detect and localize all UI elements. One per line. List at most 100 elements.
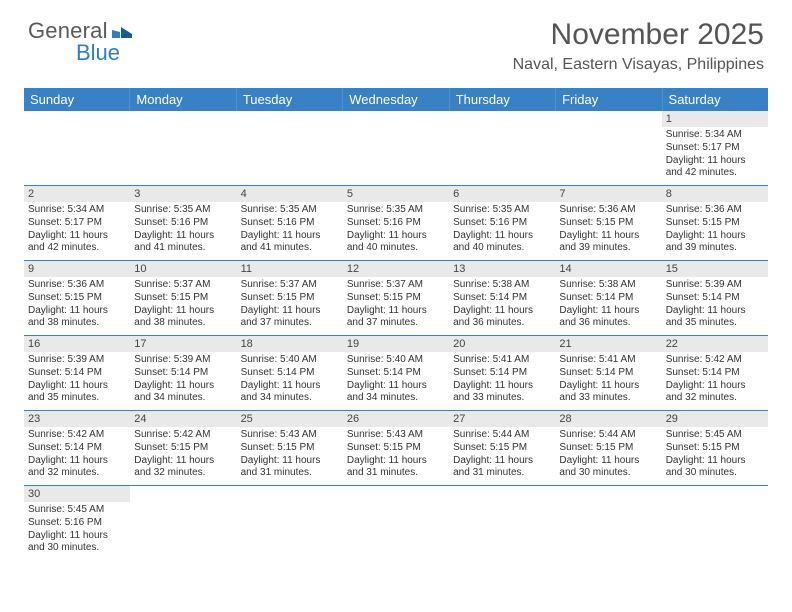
daylight-text: Daylight: 11 hours	[666, 305, 764, 318]
sunset-text: Sunset: 5:14 PM	[453, 367, 551, 380]
day-cell: 30Sunrise: 5:45 AMSunset: 5:16 PMDayligh…	[24, 486, 130, 560]
day-body: Sunrise: 5:39 AMSunset: 5:14 PMDaylight:…	[662, 277, 768, 333]
sunset-text: Sunset: 5:16 PM	[28, 517, 126, 530]
sunrise-text: Sunrise: 5:35 AM	[347, 204, 445, 217]
daylight-text: and 34 minutes.	[241, 392, 339, 405]
weekday-header-row: SundayMondayTuesdayWednesdayThursdayFrid…	[24, 88, 768, 111]
day-cell: 9Sunrise: 5:36 AMSunset: 5:15 PMDaylight…	[24, 261, 130, 335]
day-body: Sunrise: 5:35 AMSunset: 5:16 PMDaylight:…	[449, 202, 555, 258]
daylight-text: and 42 minutes.	[28, 242, 126, 255]
week-row: 30Sunrise: 5:45 AMSunset: 5:16 PMDayligh…	[24, 486, 768, 560]
weekday-header: Sunday	[24, 88, 130, 111]
sunset-text: Sunset: 5:15 PM	[28, 292, 126, 305]
daylight-text: and 35 minutes.	[666, 317, 764, 330]
week-row: 16Sunrise: 5:39 AMSunset: 5:14 PMDayligh…	[24, 336, 768, 411]
daylight-text: and 32 minutes.	[666, 392, 764, 405]
daylight-text: Daylight: 11 hours	[241, 305, 339, 318]
day-cell-empty	[343, 111, 449, 185]
week-row: 9Sunrise: 5:36 AMSunset: 5:15 PMDaylight…	[24, 261, 768, 336]
day-body: Sunrise: 5:45 AMSunset: 5:15 PMDaylight:…	[662, 427, 768, 483]
sunrise-text: Sunrise: 5:40 AM	[347, 354, 445, 367]
sunset-text: Sunset: 5:15 PM	[453, 442, 551, 455]
daylight-text: Daylight: 11 hours	[28, 455, 126, 468]
sunrise-text: Sunrise: 5:44 AM	[559, 429, 657, 442]
sunset-text: Sunset: 5:14 PM	[666, 292, 764, 305]
sunrise-text: Sunrise: 5:39 AM	[28, 354, 126, 367]
sunrise-text: Sunrise: 5:45 AM	[28, 504, 126, 517]
sunset-text: Sunset: 5:14 PM	[559, 292, 657, 305]
sunset-text: Sunset: 5:15 PM	[241, 442, 339, 455]
logo: General Blue	[28, 18, 136, 44]
day-number: 16	[24, 336, 130, 352]
daylight-text: Daylight: 11 hours	[28, 380, 126, 393]
day-body: Sunrise: 5:41 AMSunset: 5:14 PMDaylight:…	[449, 352, 555, 408]
week-row: 2Sunrise: 5:34 AMSunset: 5:17 PMDaylight…	[24, 186, 768, 261]
daylight-text: and 32 minutes.	[28, 467, 126, 480]
daylight-text: Daylight: 11 hours	[347, 305, 445, 318]
day-body: Sunrise: 5:36 AMSunset: 5:15 PMDaylight:…	[555, 202, 661, 258]
sunset-text: Sunset: 5:17 PM	[666, 142, 764, 155]
day-number: 27	[449, 411, 555, 427]
sunrise-text: Sunrise: 5:37 AM	[134, 279, 232, 292]
day-body: Sunrise: 5:36 AMSunset: 5:15 PMDaylight:…	[662, 202, 768, 258]
day-number: 22	[662, 336, 768, 352]
weekday-header: Friday	[556, 88, 662, 111]
sunset-text: Sunset: 5:14 PM	[28, 367, 126, 380]
day-number: 6	[449, 186, 555, 202]
day-cell-empty	[449, 111, 555, 185]
daylight-text: and 30 minutes.	[666, 467, 764, 480]
sunrise-text: Sunrise: 5:42 AM	[666, 354, 764, 367]
day-cell: 18Sunrise: 5:40 AMSunset: 5:14 PMDayligh…	[237, 336, 343, 410]
day-cell: 21Sunrise: 5:41 AMSunset: 5:14 PMDayligh…	[555, 336, 661, 410]
day-number: 5	[343, 186, 449, 202]
daylight-text: Daylight: 11 hours	[134, 455, 232, 468]
daylight-text: Daylight: 11 hours	[666, 155, 764, 168]
sunrise-text: Sunrise: 5:35 AM	[241, 204, 339, 217]
day-number: 21	[555, 336, 661, 352]
day-cell: 29Sunrise: 5:45 AMSunset: 5:15 PMDayligh…	[662, 411, 768, 485]
weeks-container: 1Sunrise: 5:34 AMSunset: 5:17 PMDaylight…	[24, 111, 768, 560]
day-body: Sunrise: 5:42 AMSunset: 5:14 PMDaylight:…	[24, 427, 130, 483]
daylight-text: Daylight: 11 hours	[241, 230, 339, 243]
day-body: Sunrise: 5:35 AMSunset: 5:16 PMDaylight:…	[130, 202, 236, 258]
day-cell: 24Sunrise: 5:42 AMSunset: 5:15 PMDayligh…	[130, 411, 236, 485]
daylight-text: and 37 minutes.	[347, 317, 445, 330]
daylight-text: Daylight: 11 hours	[559, 305, 657, 318]
daylight-text: and 33 minutes.	[559, 392, 657, 405]
day-cell: 6Sunrise: 5:35 AMSunset: 5:16 PMDaylight…	[449, 186, 555, 260]
daylight-text: and 34 minutes.	[347, 392, 445, 405]
sunrise-text: Sunrise: 5:36 AM	[666, 204, 764, 217]
sunrise-text: Sunrise: 5:35 AM	[453, 204, 551, 217]
daylight-text: and 36 minutes.	[453, 317, 551, 330]
daylight-text: and 36 minutes.	[559, 317, 657, 330]
daylight-text: Daylight: 11 hours	[666, 455, 764, 468]
day-cell-empty	[237, 486, 343, 560]
day-body: Sunrise: 5:37 AMSunset: 5:15 PMDaylight:…	[237, 277, 343, 333]
day-cell: 14Sunrise: 5:38 AMSunset: 5:14 PMDayligh…	[555, 261, 661, 335]
daylight-text: Daylight: 11 hours	[453, 230, 551, 243]
day-number: 11	[237, 261, 343, 277]
day-cell: 1Sunrise: 5:34 AMSunset: 5:17 PMDaylight…	[662, 111, 768, 185]
sunrise-text: Sunrise: 5:43 AM	[241, 429, 339, 442]
daylight-text: Daylight: 11 hours	[28, 230, 126, 243]
sunrise-text: Sunrise: 5:41 AM	[559, 354, 657, 367]
day-number: 7	[555, 186, 661, 202]
day-cell: 22Sunrise: 5:42 AMSunset: 5:14 PMDayligh…	[662, 336, 768, 410]
day-cell: 27Sunrise: 5:44 AMSunset: 5:15 PMDayligh…	[449, 411, 555, 485]
month-title: November 2025	[513, 18, 764, 52]
sunrise-text: Sunrise: 5:41 AM	[453, 354, 551, 367]
day-cell: 26Sunrise: 5:43 AMSunset: 5:15 PMDayligh…	[343, 411, 449, 485]
daylight-text: and 39 minutes.	[666, 242, 764, 255]
calendar: SundayMondayTuesdayWednesdayThursdayFrid…	[24, 88, 768, 560]
daylight-text: Daylight: 11 hours	[453, 455, 551, 468]
day-cell: 13Sunrise: 5:38 AMSunset: 5:14 PMDayligh…	[449, 261, 555, 335]
day-number: 24	[130, 411, 236, 427]
day-number: 1	[662, 111, 768, 127]
sunrise-text: Sunrise: 5:36 AM	[28, 279, 126, 292]
day-cell-empty	[662, 486, 768, 560]
day-body: Sunrise: 5:37 AMSunset: 5:15 PMDaylight:…	[130, 277, 236, 333]
day-cell: 12Sunrise: 5:37 AMSunset: 5:15 PMDayligh…	[343, 261, 449, 335]
sunset-text: Sunset: 5:15 PM	[241, 292, 339, 305]
sunset-text: Sunset: 5:17 PM	[28, 217, 126, 230]
day-cell: 10Sunrise: 5:37 AMSunset: 5:15 PMDayligh…	[130, 261, 236, 335]
